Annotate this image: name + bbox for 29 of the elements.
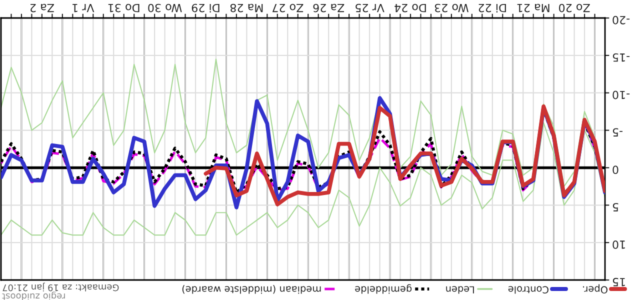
y-tick-label: 5 — [612, 203, 618, 212]
legend-label: mediaan (middelste waarde) — [182, 285, 321, 294]
legend-label: Oper. — [583, 284, 608, 294]
y-tick-label: 10 — [612, 240, 625, 249]
x-tick-label: Di 29 — [192, 4, 220, 12]
legend-label: Controle — [508, 286, 548, 294]
x-tick-label: Zo 27 — [272, 4, 304, 12]
legend-label: gemiddelde — [355, 284, 412, 294]
x-tick-label: Vr 1 — [72, 4, 94, 12]
y-tick-label: -20 — [612, 16, 630, 24]
x-tick-label: Do 31 — [108, 4, 140, 12]
y-tick-label: 0 — [612, 166, 618, 174]
legend-label: Leden — [446, 286, 474, 294]
x-tick-label: Di 22 — [478, 4, 506, 12]
y-tick-label: -15 — [612, 53, 630, 62]
x-tick-label: Za 2 — [30, 4, 54, 12]
text: Gemaakt: za 19 jan 21:07 — [2, 282, 119, 292]
y-tick-label: -10 — [612, 90, 630, 100]
x-tick-label: Wo 30 — [148, 4, 182, 12]
x-tick-label: Wo 23 — [434, 4, 468, 12]
x-tick-label: Ma 21 — [517, 4, 550, 12]
x-tick-label: Vr 25 — [356, 4, 384, 12]
y-tick-label: -5 — [612, 128, 622, 136]
y-tick-label: 15 — [612, 278, 625, 286]
x-tick-label: Zo 20 — [558, 4, 590, 12]
text: regio zuidoost — [2, 292, 65, 300]
x-tick-label: Do 24 — [394, 4, 426, 12]
x-tick-label: Ma 28 — [230, 4, 263, 12]
x-tick-label: Za 26 — [313, 4, 344, 12]
